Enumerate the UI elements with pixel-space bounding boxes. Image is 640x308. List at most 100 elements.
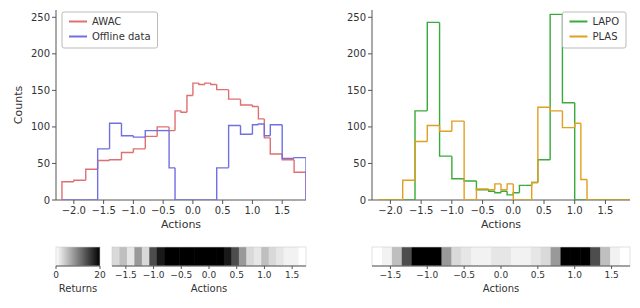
histogram-step	[181, 199, 187, 200]
heat-cell	[561, 247, 571, 266]
histogram-step	[181, 111, 187, 112]
legend: AWACOffline data	[62, 12, 158, 48]
heat-cell	[541, 247, 551, 266]
x-tick-label: 0.5	[531, 270, 545, 280]
series	[378, 107, 630, 200]
heat-cell	[451, 247, 461, 266]
histogram-step	[187, 199, 193, 200]
histogram-step	[241, 99, 253, 105]
histogram-step	[258, 123, 264, 125]
heat-cell	[246, 247, 254, 266]
legend-box	[62, 12, 158, 48]
histogram-step	[581, 199, 587, 200]
x-tick	[292, 266, 293, 269]
color-tick-label: 20	[94, 270, 106, 280]
heat-cell	[254, 247, 262, 266]
histogram-step	[575, 103, 581, 200]
x-tick-label: 0.0	[505, 205, 521, 216]
x-tick-label: 1.5	[604, 270, 618, 280]
x-tick	[181, 266, 182, 269]
heat-cell	[511, 247, 521, 266]
x-tick-label: −1.5	[115, 270, 137, 280]
histogram-step	[211, 199, 217, 200]
x-axis-label: Actions	[481, 218, 521, 231]
heat-cell	[422, 247, 432, 266]
histogram-step	[294, 158, 306, 200]
legend-swatch	[69, 21, 87, 23]
heat-cell	[276, 247, 284, 266]
histogram-step	[145, 136, 157, 148]
histogram-step	[575, 123, 581, 127]
histogram-step	[440, 125, 452, 131]
histogram-step	[229, 125, 241, 167]
histogram-step	[526, 185, 532, 186]
x-tick-label: 0.5	[536, 205, 552, 216]
heat-cell	[461, 247, 471, 266]
heat-cell	[580, 247, 590, 266]
x-tick-label: −1.0	[440, 205, 464, 216]
x-tick	[513, 200, 514, 204]
histogram-step	[175, 111, 181, 131]
y-tick	[52, 126, 56, 127]
histogram-step	[464, 121, 476, 200]
y-tick-label: 100	[31, 121, 50, 132]
y-tick-label: 150	[347, 85, 366, 96]
heat-cell	[521, 247, 531, 266]
heat-cell	[392, 247, 402, 266]
histogram-step	[270, 138, 282, 154]
x-tick	[574, 200, 575, 204]
histogram-step	[98, 149, 110, 200]
histogram-step	[507, 184, 513, 190]
strip-frame	[372, 247, 630, 266]
histogram-step	[415, 142, 427, 181]
heat-cell	[216, 247, 224, 266]
histogram-step	[175, 168, 181, 200]
y-tick	[368, 90, 372, 91]
x-tick-label: −1.5	[91, 205, 115, 216]
histogram-step	[169, 131, 175, 168]
histogram-step	[618, 199, 630, 200]
x-tick	[611, 266, 612, 269]
x-tick	[73, 200, 74, 204]
histogram-step	[199, 83, 205, 84]
heat-cell	[261, 247, 269, 266]
heat-cell	[441, 247, 451, 266]
histogram-panel: 050100150200250−2.0−1.5−1.0−0.50.00.51.0…	[347, 10, 630, 231]
strip-frame	[112, 247, 306, 266]
heat-cell	[149, 247, 157, 266]
x-tick	[390, 266, 391, 269]
x-tick	[236, 266, 237, 269]
histogram-step	[86, 199, 98, 200]
heat-cell	[551, 247, 561, 266]
y-tick	[52, 17, 56, 18]
x-tick-label: 1.5	[285, 270, 299, 280]
x-tick	[222, 200, 223, 204]
histogram-step	[513, 193, 519, 195]
x-tick-label: −0.5	[453, 270, 475, 280]
heat-cell	[412, 247, 422, 266]
histogram-step	[427, 22, 439, 110]
y-tick-label: 100	[347, 121, 366, 132]
histogram-step	[252, 105, 258, 106]
histogram-step	[241, 125, 253, 134]
heat-cell	[590, 247, 600, 266]
x-tick	[390, 200, 391, 204]
y-axis-label: Counts	[12, 86, 25, 125]
heat-cell	[501, 247, 511, 266]
histogram-step	[86, 169, 98, 180]
heat-cell	[187, 247, 195, 266]
histogram-step	[403, 199, 415, 200]
x-tick-label: −0.5	[151, 205, 175, 216]
x-tick	[427, 266, 428, 269]
histogram-step	[550, 107, 562, 111]
x-tick-label: −1.0	[143, 270, 165, 280]
histogram-step	[121, 153, 133, 160]
histogram-step	[258, 106, 264, 118]
histogram-step	[205, 199, 211, 200]
legend-box	[562, 12, 626, 48]
heat-cell	[172, 247, 180, 266]
histogram-step	[294, 160, 306, 200]
histogram-step	[464, 179, 476, 181]
x-tick	[501, 266, 502, 269]
heat-cell	[600, 247, 610, 266]
